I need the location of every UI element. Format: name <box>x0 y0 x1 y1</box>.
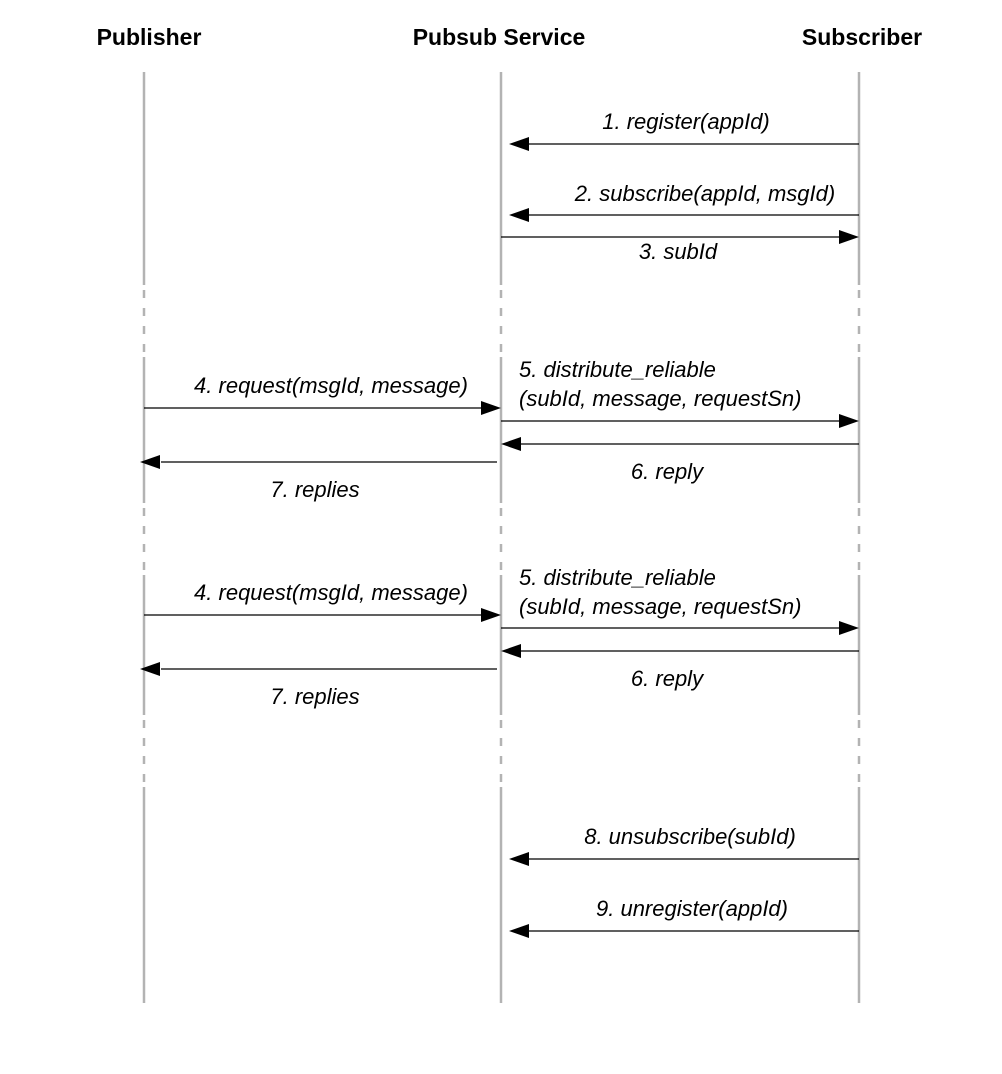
label-replies-b: 7. replies <box>270 684 359 709</box>
arrowhead-left-icon <box>509 852 529 866</box>
arrowhead-left-icon <box>509 208 529 222</box>
arrowhead-left-icon <box>140 455 160 469</box>
arrowhead-left-icon <box>501 644 521 658</box>
label-request-a: 4. request(msgId, message) <box>194 373 468 398</box>
label-request-b: 4. request(msgId, message) <box>194 580 468 605</box>
arrowhead-right-icon <box>481 608 501 622</box>
label-distribute-b-line1: 5. distribute_reliable <box>519 565 716 590</box>
participant-publisher: Publisher <box>97 24 202 50</box>
message-register: 1. register(appId) <box>509 109 859 151</box>
arrowhead-right-icon <box>839 414 859 428</box>
participant-pubsub-service: Pubsub Service <box>413 24 586 50</box>
label-reply-a: 6. reply <box>631 459 705 484</box>
arrowhead-left-icon <box>509 924 529 938</box>
arrowhead-left-icon <box>509 137 529 151</box>
message-subid: 3. subId <box>501 230 859 264</box>
message-replies-b: 7. replies <box>140 662 497 709</box>
message-unsubscribe: 8. unsubscribe(subId) <box>509 824 859 866</box>
label-distribute-a-line1: 5. distribute_reliable <box>519 357 716 382</box>
label-subid: 3. subId <box>639 239 718 264</box>
arrowhead-left-icon <box>501 437 521 451</box>
message-distribute-b: 5. distribute_reliable (subId, message, … <box>501 565 859 635</box>
label-unsubscribe: 8. unsubscribe(subId) <box>584 824 796 849</box>
message-unregister: 9. unregister(appId) <box>509 896 859 938</box>
label-subscribe: 2. subscribe(appId, msgId) <box>574 181 835 206</box>
message-subscribe: 2. subscribe(appId, msgId) <box>509 181 859 222</box>
label-reply-b: 6. reply <box>631 666 705 691</box>
label-distribute-a-line2: (subId, message, requestSn) <box>519 386 801 411</box>
message-replies-a: 7. replies <box>140 455 497 502</box>
arrowhead-right-icon <box>481 401 501 415</box>
message-request-b: 4. request(msgId, message) <box>144 580 501 622</box>
arrowhead-left-icon <box>140 662 160 676</box>
message-request-a: 4. request(msgId, message) <box>144 373 501 415</box>
label-replies-a: 7. replies <box>270 477 359 502</box>
label-distribute-b-line2: (subId, message, requestSn) <box>519 594 801 619</box>
label-register: 1. register(appId) <box>602 109 770 134</box>
participant-subscriber: Subscriber <box>802 24 922 50</box>
arrowhead-right-icon <box>839 230 859 244</box>
message-reply-a: 6. reply <box>501 437 859 484</box>
message-distribute-a: 5. distribute_reliable (subId, message, … <box>501 357 859 428</box>
arrowhead-right-icon <box>839 621 859 635</box>
label-unregister: 9. unregister(appId) <box>596 896 788 921</box>
message-reply-b: 6. reply <box>501 644 859 691</box>
